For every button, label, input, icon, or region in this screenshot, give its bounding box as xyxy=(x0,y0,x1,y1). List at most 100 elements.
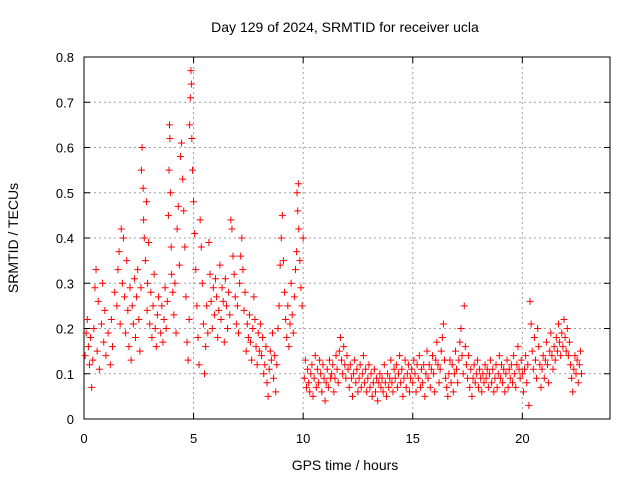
data-point-marker xyxy=(108,343,116,351)
data-point-marker xyxy=(526,297,534,305)
data-point-marker xyxy=(165,121,173,129)
data-point-marker xyxy=(454,379,462,387)
data-point-marker xyxy=(482,374,490,382)
data-point-marker xyxy=(462,361,470,369)
data-point-marker xyxy=(220,338,228,346)
data-point-marker xyxy=(90,325,98,332)
data-point-marker xyxy=(413,361,421,369)
data-point-marker xyxy=(401,356,409,364)
data-point-marker xyxy=(346,361,354,369)
data-point-marker xyxy=(204,329,212,337)
data-point-marker xyxy=(179,175,187,183)
data-point-marker xyxy=(476,365,484,373)
data-point-marker xyxy=(378,374,386,382)
data-point-marker xyxy=(176,153,184,161)
data-point-marker xyxy=(505,365,513,373)
data-point-marker xyxy=(301,356,309,364)
data-point-marker xyxy=(317,370,325,378)
data-point-marker xyxy=(151,325,159,332)
data-point-marker xyxy=(171,279,179,287)
data-point-marker xyxy=(540,374,548,382)
data-point-marker xyxy=(278,211,286,219)
data-point-marker xyxy=(160,315,168,323)
data-point-marker xyxy=(575,361,583,369)
data-point-marker xyxy=(293,189,301,197)
data-point-marker xyxy=(264,392,272,400)
data-point-marker xyxy=(141,257,149,265)
data-point-marker xyxy=(256,320,264,328)
data-point-marker xyxy=(158,302,166,310)
data-point-marker xyxy=(489,365,497,373)
data-point-marker xyxy=(276,261,284,269)
data-point-marker xyxy=(169,288,177,296)
data-point-marker xyxy=(180,207,188,215)
data-point-marker xyxy=(424,374,432,382)
data-point-marker xyxy=(289,329,297,337)
data-point-marker xyxy=(258,352,266,360)
data-point-marker xyxy=(101,306,109,314)
data-point-marker xyxy=(350,370,358,378)
data-point-marker xyxy=(316,356,324,364)
data-point-marker xyxy=(230,270,238,278)
data-point-marker xyxy=(206,270,214,278)
data-point-marker xyxy=(274,325,282,332)
x-axis-label: GPS time / hours xyxy=(292,457,399,473)
data-point-marker xyxy=(322,379,330,387)
data-point-marker xyxy=(241,288,249,296)
axis-ticks: 0 0.1 0.2 0.3 0.4 0.5 0.6 0.7 0.8 0 5 10 15 20 xyxy=(56,50,610,446)
data-point-marker xyxy=(251,315,259,323)
data-point-marker xyxy=(263,379,271,387)
data-point-marker xyxy=(311,352,319,360)
data-point-marker xyxy=(385,383,393,391)
data-point-marker xyxy=(98,320,106,328)
data-point-marker xyxy=(294,180,302,188)
data-point-marker xyxy=(190,198,198,206)
y-tick-label: 0.5 xyxy=(56,186,74,201)
data-point-marker xyxy=(99,279,107,287)
data-point-marker xyxy=(302,383,310,391)
data-point-marker xyxy=(117,225,125,233)
data-point-marker xyxy=(202,343,210,351)
data-point-marker xyxy=(549,365,557,373)
data-point-marker xyxy=(508,379,516,387)
data-point-marker xyxy=(305,379,313,387)
data-point-marker xyxy=(181,243,189,251)
data-point-marker xyxy=(535,343,543,351)
data-point-marker xyxy=(522,352,530,360)
data-point-marker xyxy=(133,293,141,301)
data-point-marker xyxy=(139,184,147,192)
data-point-marker xyxy=(364,374,372,382)
data-point-marker xyxy=(195,361,203,369)
data-point-marker xyxy=(416,383,424,391)
data-point-marker xyxy=(137,284,145,292)
data-point-marker xyxy=(332,352,340,360)
data-point-marker xyxy=(236,279,244,287)
data-point-marker xyxy=(546,347,554,355)
data-point-marker xyxy=(153,311,161,319)
data-point-marker xyxy=(299,234,307,242)
data-point-marker xyxy=(290,293,298,301)
data-point-marker xyxy=(499,379,507,387)
data-point-marker xyxy=(152,343,160,351)
y-axis-label: SRMTID / TECUs xyxy=(5,183,21,293)
data-point-marker xyxy=(449,388,457,396)
data-point-marker xyxy=(265,365,273,373)
data-point-marker xyxy=(196,216,204,224)
data-point-marker xyxy=(405,388,413,396)
data-point-marker xyxy=(363,388,371,396)
grid-lines xyxy=(84,57,610,419)
data-point-marker xyxy=(511,370,519,378)
data-point-marker xyxy=(340,343,348,351)
data-point-marker xyxy=(247,338,255,346)
y-tick-label: 0.3 xyxy=(56,276,74,291)
data-point-marker xyxy=(183,338,191,346)
data-point-marker xyxy=(571,352,579,360)
data-point-marker xyxy=(533,374,541,382)
data-point-marker xyxy=(312,383,320,391)
data-point-marker xyxy=(144,279,152,287)
data-point-marker xyxy=(323,365,331,373)
data-point-marker xyxy=(175,261,183,269)
data-point-marker xyxy=(166,134,174,142)
data-point-marker xyxy=(391,374,399,382)
data-point-marker xyxy=(306,388,314,396)
